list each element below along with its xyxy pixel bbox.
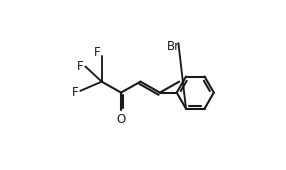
Text: Br: Br [167,40,180,53]
Text: O: O [116,113,126,126]
Text: F: F [72,86,79,99]
Text: F: F [77,60,84,73]
Text: F: F [94,46,101,60]
